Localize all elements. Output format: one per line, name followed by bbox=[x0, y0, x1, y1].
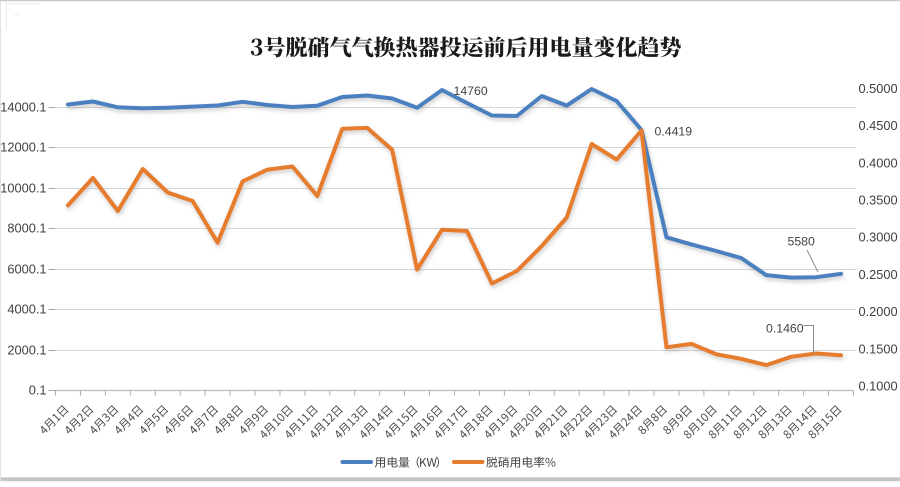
svg-text:14000.1: 14000.1 bbox=[0, 100, 46, 115]
svg-text:0.1500: 0.1500 bbox=[859, 341, 898, 356]
svg-text:8000.1: 8000.1 bbox=[7, 221, 46, 236]
svg-text:0.5000: 0.5000 bbox=[859, 81, 898, 96]
svg-text:0.4500: 0.4500 bbox=[859, 118, 898, 133]
svg-text:0.4419: 0.4419 bbox=[655, 125, 693, 139]
svg-text:12000.1: 12000.1 bbox=[0, 140, 46, 155]
svg-text:6000.1: 6000.1 bbox=[7, 262, 46, 277]
svg-text:0.3000: 0.3000 bbox=[859, 230, 898, 245]
svg-text:14760: 14760 bbox=[454, 84, 488, 98]
svg-text:0.1460: 0.1460 bbox=[766, 322, 804, 336]
svg-text:5580: 5580 bbox=[788, 235, 816, 249]
svg-text:10000.1: 10000.1 bbox=[0, 181, 46, 196]
svg-text:4000.1: 4000.1 bbox=[7, 302, 46, 317]
svg-text:0.1000: 0.1000 bbox=[859, 379, 898, 394]
svg-text:2000.1: 2000.1 bbox=[7, 343, 46, 358]
svg-text:0.4000: 0.4000 bbox=[859, 155, 898, 170]
svg-text:0.2500: 0.2500 bbox=[859, 267, 898, 282]
svg-text:0.2000: 0.2000 bbox=[859, 304, 898, 319]
svg-text:0.3500: 0.3500 bbox=[859, 193, 898, 208]
svg-text:0.1: 0.1 bbox=[29, 383, 47, 398]
